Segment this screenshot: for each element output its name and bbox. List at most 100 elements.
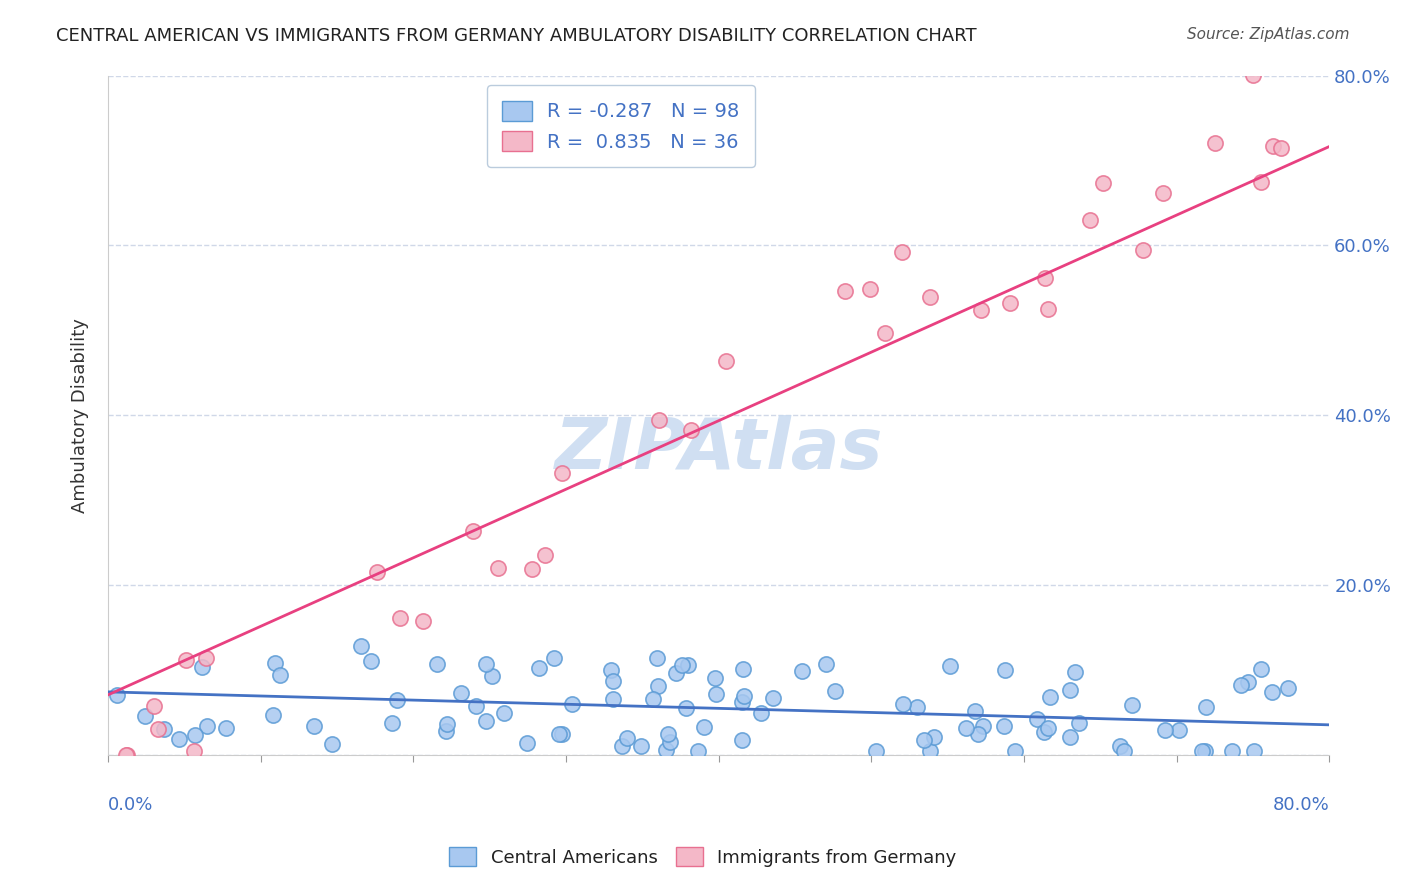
Point <box>389 611 412 625</box>
Point <box>321 737 343 751</box>
Point <box>1121 698 1143 712</box>
Point <box>693 720 716 734</box>
Point <box>918 744 941 758</box>
Point <box>450 686 472 700</box>
Point <box>1154 723 1177 737</box>
Point <box>686 744 709 758</box>
Point <box>873 326 896 341</box>
Point <box>993 719 1015 733</box>
Point <box>381 716 404 731</box>
Point <box>610 739 633 754</box>
Point <box>1167 723 1189 737</box>
Point <box>463 524 485 538</box>
Point <box>264 657 287 671</box>
Point <box>474 714 496 728</box>
Point <box>134 709 156 723</box>
Point <box>543 651 565 665</box>
Point <box>733 689 755 703</box>
Point <box>893 698 915 712</box>
Point <box>1241 68 1264 82</box>
Point <box>1067 715 1090 730</box>
Point <box>269 667 291 681</box>
Point <box>972 719 994 733</box>
Point <box>350 639 373 653</box>
Point <box>464 698 486 713</box>
Point <box>1059 730 1081 744</box>
Point <box>387 692 409 706</box>
Point <box>616 731 638 745</box>
Point <box>599 663 621 677</box>
Point <box>195 650 218 665</box>
Point <box>115 748 138 763</box>
Point <box>1243 744 1265 758</box>
Point <box>657 727 679 741</box>
Point <box>1000 296 1022 310</box>
Point <box>551 466 574 480</box>
Point <box>965 704 987 718</box>
Text: 80.0%: 80.0% <box>1272 797 1329 814</box>
Point <box>655 743 678 757</box>
Point <box>494 706 516 720</box>
Point <box>183 744 205 758</box>
Point <box>474 657 496 672</box>
Point <box>1108 739 1130 754</box>
Point <box>527 661 550 675</box>
Point <box>891 245 914 260</box>
Text: 0.0%: 0.0% <box>108 797 153 814</box>
Point <box>814 657 837 671</box>
Point <box>630 739 652 753</box>
Point <box>169 732 191 747</box>
Point <box>675 701 697 715</box>
Point <box>714 353 737 368</box>
Point <box>360 654 382 668</box>
Point <box>1004 744 1026 758</box>
Point <box>516 736 538 750</box>
Legend: Central Americans, Immigrants from Germany: Central Americans, Immigrants from Germa… <box>441 840 965 874</box>
Point <box>534 548 557 562</box>
Point <box>731 662 754 676</box>
Point <box>602 674 624 689</box>
Point <box>676 658 699 673</box>
Point <box>602 692 624 706</box>
Point <box>703 671 725 685</box>
Point <box>641 692 664 706</box>
Text: CENTRAL AMERICAN VS IMMIGRANTS FROM GERMANY AMBULATORY DISABILITY CORRELATION CH: CENTRAL AMERICAN VS IMMIGRANTS FROM GERM… <box>56 27 977 45</box>
Point <box>142 699 165 714</box>
Point <box>905 699 928 714</box>
Point <box>1033 270 1056 285</box>
Point <box>436 723 458 738</box>
Point <box>865 744 887 758</box>
Point <box>1064 665 1087 679</box>
Point <box>520 561 543 575</box>
Point <box>1191 744 1213 758</box>
Point <box>262 708 284 723</box>
Point <box>195 719 218 733</box>
Point <box>939 658 962 673</box>
Point <box>366 565 388 579</box>
Point <box>824 684 846 698</box>
Point <box>481 669 503 683</box>
Point <box>1036 302 1059 317</box>
Point <box>966 727 988 741</box>
Point <box>1078 213 1101 227</box>
Point <box>561 697 583 711</box>
Point <box>659 735 682 749</box>
Point <box>486 560 509 574</box>
Point <box>859 282 882 296</box>
Legend: R = -0.287   N = 98, R =  0.835   N = 36: R = -0.287 N = 98, R = 0.835 N = 36 <box>486 86 755 167</box>
Point <box>1059 683 1081 698</box>
Point <box>1033 725 1056 739</box>
Point <box>1220 744 1243 758</box>
Point <box>1250 175 1272 189</box>
Point <box>994 664 1017 678</box>
Point <box>1270 141 1292 155</box>
Point <box>1132 243 1154 257</box>
Point <box>215 721 238 735</box>
Point <box>1230 678 1253 692</box>
Point <box>1250 662 1272 676</box>
Point <box>730 732 752 747</box>
Text: ZIPAtlas: ZIPAtlas <box>554 415 883 484</box>
Point <box>1204 136 1226 151</box>
Point <box>762 691 785 706</box>
Point <box>1195 700 1218 714</box>
